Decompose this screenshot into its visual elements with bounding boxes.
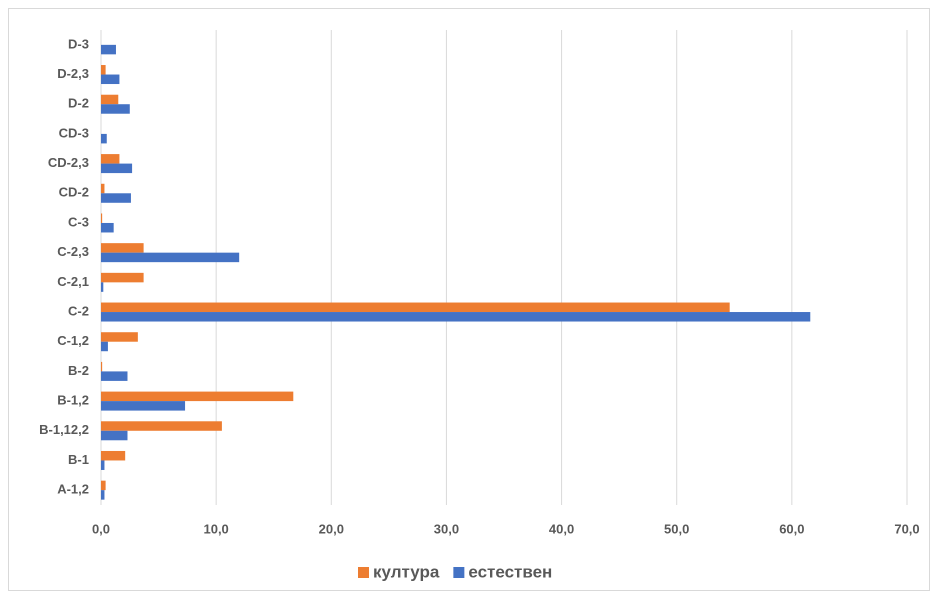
x-tick-label: 30,0 [434,521,459,536]
bar [101,302,730,313]
y-tick-label: C-2 [68,303,89,318]
bar [101,341,108,352]
bar [101,460,105,470]
bar [101,243,144,253]
x-tick-label: 10,0 [203,521,228,536]
bar [101,163,133,174]
bar [101,193,131,203]
y-tick-label: CD-2,3 [48,155,89,170]
legend-swatch [453,567,465,578]
bar [101,361,103,372]
chart-border [8,8,930,591]
bar [101,450,126,461]
y-tick-label: C-3 [68,214,89,229]
y-tick-label: B-1 [68,452,89,467]
bar [101,282,104,292]
bar [101,421,222,431]
bar [101,480,106,491]
bar [101,332,138,342]
bar [101,133,107,144]
bar [101,44,116,55]
y-tick-label: C-1,2 [57,333,89,348]
legend-label: естествен [468,562,552,581]
bar [101,252,240,263]
bar [101,490,105,500]
x-tick-label: 70,0 [894,521,919,536]
y-tick-label: CD-2 [59,185,89,200]
x-tick-label: 40,0 [549,521,574,536]
bar [101,94,119,105]
bar [101,183,105,194]
y-tick-label: B-1,2 [57,393,89,408]
y-tick-label: CD-3 [59,125,89,140]
y-tick-label: B-2 [68,363,89,378]
y-tick-label: B-1,12,2 [39,422,89,437]
bar [101,65,106,75]
legend-label: култура [373,562,440,581]
bar [101,391,294,402]
bar [101,401,186,411]
x-tick-label: 20,0 [319,521,344,536]
bar [101,74,120,85]
bar [101,371,128,381]
y-tick-label: D-2,3 [57,66,89,81]
y-tick-label: D-3 [68,36,89,51]
bar [101,312,811,322]
x-tick-label: 0,0 [92,521,110,536]
y-tick-label: C-2,1 [57,274,89,289]
bar [101,272,144,283]
legend-swatch [358,567,369,578]
bar [101,430,128,441]
bar [101,154,120,164]
y-tick-label: D-2 [68,96,89,111]
x-tick-label: 50,0 [664,521,689,536]
bar [101,104,130,114]
y-tick-label: A-1,2 [57,482,89,497]
y-tick-label: C-2,3 [57,244,89,259]
x-tick-label: 60,0 [779,521,804,536]
bar [101,222,114,233]
bar [101,213,103,223]
